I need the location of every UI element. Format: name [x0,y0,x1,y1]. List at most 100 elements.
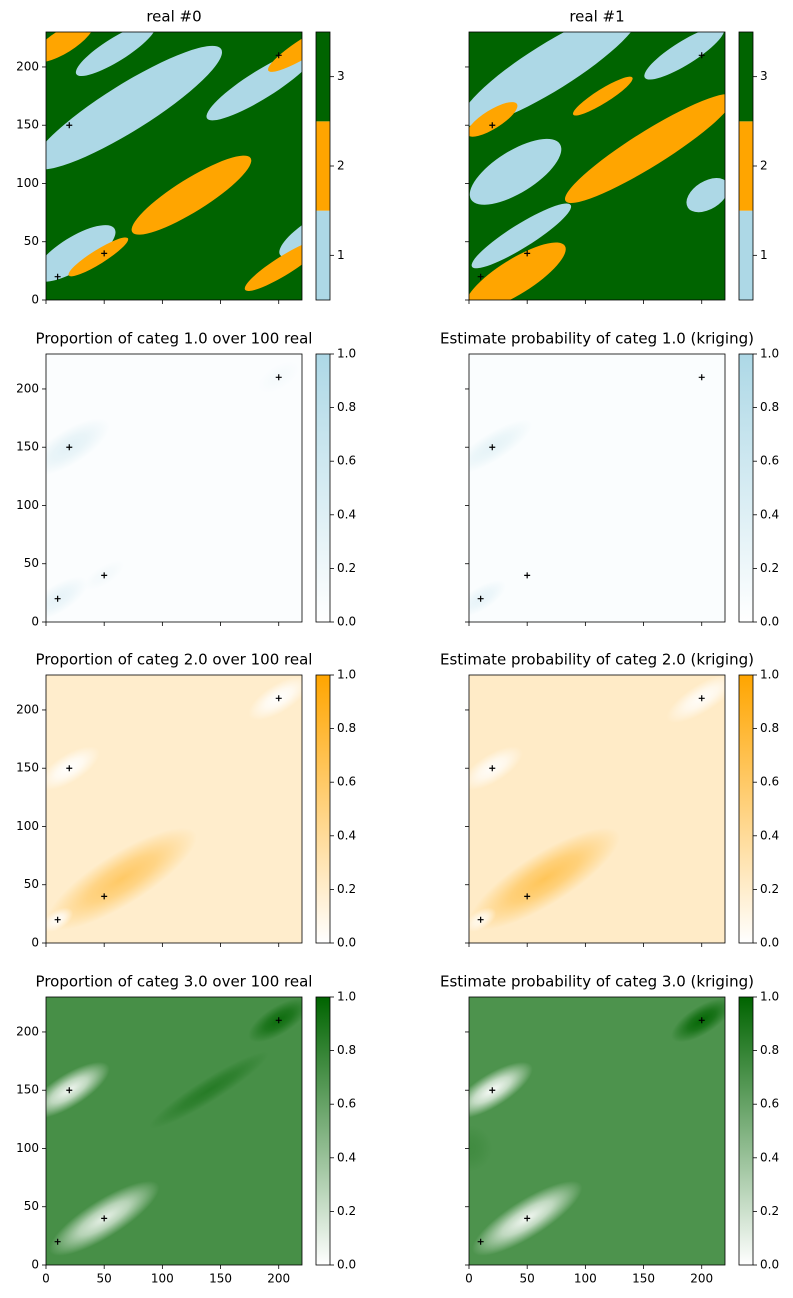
colorbar-tick-label: 1.0 [760,668,779,682]
x-tick-label: 200 [690,1272,713,1286]
data-point [524,893,531,900]
heatmap-image [469,32,725,300]
data-point [275,374,282,381]
x-tick-label: 100 [151,1272,174,1286]
data-point [477,916,484,923]
data-point [275,1017,282,1024]
data-point [477,273,484,280]
y-tick-label: 200 [16,1024,39,1038]
heatmap-image [469,354,725,622]
panel-title: real #0 [146,8,201,26]
colorbar-tick-label: 0.2 [760,882,779,896]
panel: Proportion of categ 2.0 over 100 real 0 50… [16,651,356,950]
colorbar-tick-label: 0.4 [337,1150,356,1164]
colorbar-frame [738,674,754,944]
y-tick-label: 200 [16,59,39,73]
heatmap-image [46,354,302,622]
colorbar-segment [316,121,330,211]
colorbar-tick-label: 0.4 [760,1150,779,1164]
colorbar-tick-label: 0.2 [337,561,356,575]
data-point [489,1087,496,1094]
panel-title: Proportion of categ 3.0 over 100 real [36,973,313,991]
axes-frame [468,674,726,944]
colorbar-frame [738,996,754,1266]
panel: real #0 0 50 100 150 200 1 2 3 [16,8,345,307]
colorbar-tick-label: 1 [760,248,768,262]
y-tick-label: 150 [16,761,39,775]
colorbar-tick-label: 0.6 [337,775,356,789]
x-tick-label: 200 [267,1272,290,1286]
y-tick-label: 50 [24,1199,39,1213]
colorbar-gradient [739,354,753,622]
colorbar-segment [739,32,753,122]
panel-title: Proportion of categ 2.0 over 100 real [36,651,313,669]
panel: Proportion of categ 1.0 over 100 real 0 50… [16,330,356,629]
axes-frame [468,996,726,1266]
heatmap-image [469,997,725,1265]
colorbar-tick-label: 0.8 [337,1043,356,1057]
panel: Proportion of categ 3.0 over 100 real 0 50… [16,973,356,1286]
y-tick-label: 0 [31,936,39,950]
colorbar-tick-label: 0.4 [337,828,356,842]
colorbar-tick-label: 3 [337,69,345,83]
axes-frame [468,353,726,623]
y-tick-label: 0 [31,293,39,307]
colorbar-tick-label: 0.6 [760,1097,779,1111]
data-point [489,122,496,129]
y-tick-label: 100 [16,1141,39,1155]
axes-frame [45,31,303,301]
colorbar-tick-label: 0.2 [337,1204,356,1218]
axes-frame [45,353,303,623]
colorbar-tick-label: 1.0 [760,347,779,361]
axes-frame [45,996,303,1266]
y-tick-label: 0 [31,615,39,629]
y-tick-label: 200 [16,381,39,395]
panel-title: real #1 [569,8,624,26]
colorbar-tick-label: 2 [337,159,345,173]
x-tick-label: 0 [42,1272,50,1286]
panel: Estimate probability of categ 1.0 (krigi… [440,330,779,629]
data-point [54,1238,61,1245]
colorbar-tick-label: 0.8 [760,721,779,735]
panel: real #1 1 2 3 [465,8,768,304]
x-tick-label: 150 [209,1272,232,1286]
colorbar-gradient [316,997,330,1265]
colorbar-tick-label: 1.0 [337,668,356,682]
panel: Estimate probability of categ 3.0 (krigi… [440,973,779,1286]
y-tick-label: 150 [16,1083,39,1097]
panel-title: Estimate probability of categ 3.0 (krigi… [440,973,754,991]
colorbar-tick-label: 0.0 [760,1258,779,1272]
colorbar-tick-label: 1 [337,248,345,262]
heatmap-image [46,32,302,300]
data-point [489,765,496,772]
y-tick-label: 200 [16,702,39,716]
data-point [477,595,484,602]
colorbar-gradient [316,354,330,622]
data-point [698,1017,705,1024]
colorbar-tick-label: 0.4 [760,507,779,521]
data-point [54,916,61,923]
heatmap-image [46,675,302,943]
panel-title: Proportion of categ 1.0 over 100 real [36,330,313,348]
y-tick-label: 50 [24,234,39,248]
y-tick-label: 150 [16,440,39,454]
data-point [66,444,73,451]
colorbar-tick-label: 0.8 [760,400,779,414]
colorbar-tick-label: 0.8 [760,1043,779,1057]
colorbar-tick-label: 0.2 [760,1204,779,1218]
colorbar-tick-label: 0.6 [760,775,779,789]
colorbar-tick-label: 0.6 [337,454,356,468]
colorbar-gradient [316,675,330,943]
colorbar-frame [315,353,331,623]
colorbar-tick-label: 0.6 [337,1097,356,1111]
colorbar-segment [739,121,753,211]
colorbar-tick-label: 2 [760,159,768,173]
colorbar-tick-label: 1.0 [337,990,356,1004]
data-point [275,52,282,59]
x-tick-label: 150 [632,1272,655,1286]
colorbar-tick-label: 0.0 [760,936,779,950]
colorbar-gradient [739,997,753,1265]
y-tick-label: 100 [16,498,39,512]
data-point [524,250,531,257]
y-tick-label: 50 [24,556,39,570]
